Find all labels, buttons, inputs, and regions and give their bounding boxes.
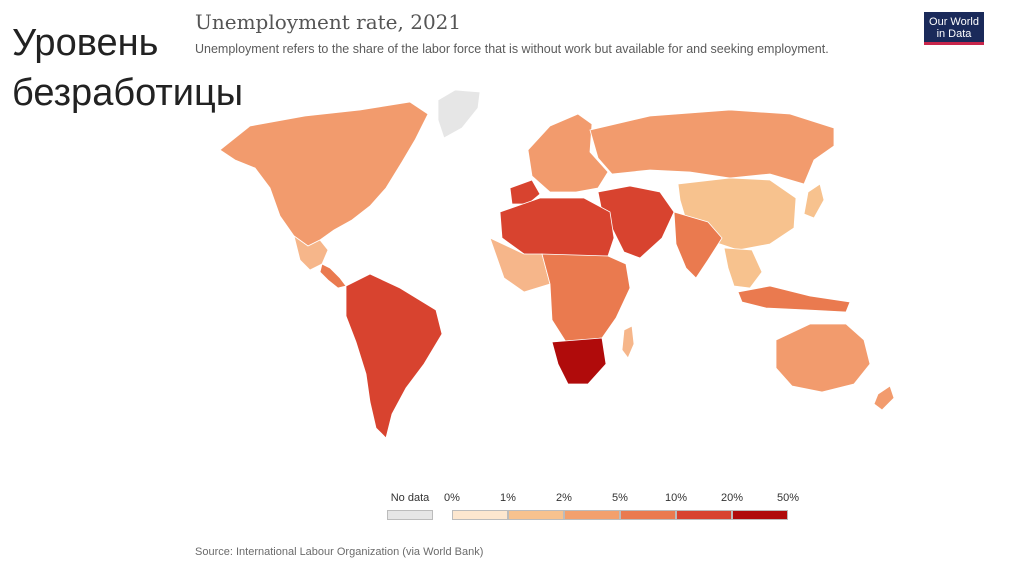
region-north-america[interactable]	[219, 101, 429, 247]
region-southeast-asia[interactable]	[723, 247, 763, 289]
map-title: Unemployment rate, 2021	[195, 10, 462, 34]
region-north-africa[interactable]	[499, 197, 615, 259]
region-australia[interactable]	[775, 323, 871, 393]
legend-tick-2: 2%	[556, 492, 572, 504]
region-japan[interactable]	[803, 183, 825, 219]
region-south-america[interactable]	[345, 273, 443, 439]
world-map	[219, 89, 895, 439]
region-central-africa[interactable]	[541, 253, 631, 343]
region-spain[interactable]	[509, 179, 541, 205]
map-legend: No data 0% 1% 2% 5% 10% 20% 50%	[380, 490, 820, 530]
legend-tick-4: 10%	[664, 492, 688, 504]
source-note: Source: International Labour Organizatio…	[195, 546, 484, 558]
legend-no-data-swatch[interactable]	[387, 510, 433, 520]
legend-swatch-2-5[interactable]	[564, 510, 620, 520]
legend-swatch-20-50[interactable]	[732, 510, 788, 520]
region-new-zealand[interactable]	[873, 385, 895, 411]
legend-tick-5: 20%	[720, 492, 744, 504]
region-greenland[interactable]	[437, 89, 481, 139]
region-southern-africa[interactable]	[551, 337, 607, 385]
owid-logo-line2: in Data	[936, 28, 972, 40]
legend-tick-1: 1%	[500, 492, 516, 504]
region-mexico[interactable]	[293, 235, 329, 271]
region-western-europe[interactable]	[527, 113, 609, 193]
legend-swatch-1-2[interactable]	[508, 510, 564, 520]
map-subtitle: Unemployment refers to the share of the …	[195, 42, 829, 56]
legend-swatch-10-20[interactable]	[676, 510, 732, 520]
legend-tick-3: 5%	[612, 492, 628, 504]
region-madagascar[interactable]	[621, 325, 635, 359]
owid-logo[interactable]: Our World in Data	[924, 12, 984, 45]
legend-swatch-0-1[interactable]	[452, 510, 508, 520]
region-india[interactable]	[673, 211, 723, 279]
legend-tick-6: 50%	[776, 492, 800, 504]
region-central-america[interactable]	[319, 263, 347, 289]
legend-no-data-label: No data	[390, 492, 430, 504]
legend-tick-0: 0%	[444, 492, 460, 504]
region-indonesia[interactable]	[737, 285, 851, 313]
slide-title: Уровень безработицы	[12, 22, 244, 114]
owid-logo-line1: Our World	[929, 16, 979, 28]
legend-swatch-5-10[interactable]	[620, 510, 676, 520]
region-russia[interactable]	[589, 109, 835, 185]
